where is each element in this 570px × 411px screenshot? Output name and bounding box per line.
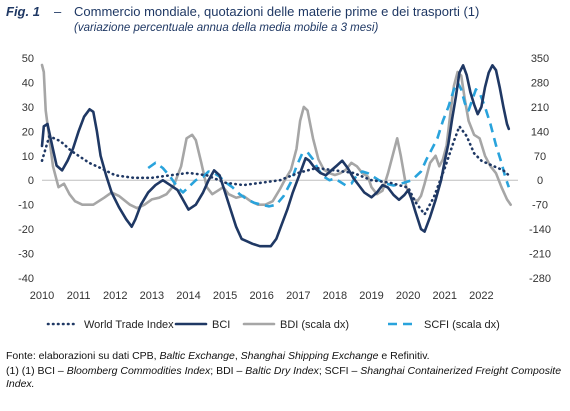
y-left-tick-label: 50: [22, 53, 34, 65]
y-right-tick-label: 140: [531, 126, 549, 138]
legend-label-scfi-scala-dx: SCFI (scala dx): [424, 319, 500, 331]
y-left-tick-label: 20: [22, 126, 34, 138]
x-tick-label: 2014: [176, 290, 200, 302]
source-prefix: Fonte: elaborazioni su dati CPB,: [6, 350, 160, 362]
x-tick-label: 2012: [103, 290, 127, 302]
y-right-tick-label: 210: [531, 102, 549, 114]
y-right-tick-label: -70: [532, 200, 548, 212]
figure-header: Fig. 1 – Commercio mondiale, quotazioni …: [6, 4, 566, 42]
source-shanghai: Shanghai Shipping Exchange: [240, 350, 379, 362]
series-line-scfi-scala-dx: [147, 81, 511, 208]
x-tick-label: 2016: [249, 290, 273, 302]
footnote: (1) (1) BCI – Bloomberg Commodities Inde…: [6, 365, 566, 391]
legend-label-world-trade-index: World Trade Index: [84, 319, 174, 331]
x-tick-label: 2015: [213, 290, 237, 302]
y-left-tick-label: 0: [28, 175, 34, 187]
footnote-mid-1: ; BDI –: [210, 365, 246, 377]
series-line-bci: [40, 64, 511, 248]
y-right-tick-label: 70: [534, 151, 546, 163]
series-line-bdi-scala-dx: [40, 63, 512, 210]
x-tick-label: 2010: [30, 290, 54, 302]
x-tick-label: 2020: [396, 290, 420, 302]
y-left-tick-label: 10: [22, 151, 34, 163]
figure-label: Fig. 1: [6, 4, 40, 19]
x-tick-label: 2021: [433, 290, 457, 302]
x-tick-label: 2011: [67, 290, 91, 302]
figure-subtitle: (variazione percentuale annua della medi…: [74, 22, 379, 34]
y-left-tick-label: 30: [22, 102, 34, 114]
x-tick-label: 2022: [469, 290, 493, 302]
source-baltic: Baltic Exchange: [159, 350, 235, 362]
y-right-tick-label: -140: [529, 224, 551, 236]
y-left-tick-label: -20: [18, 224, 34, 236]
y-left-tick-label: -30: [18, 249, 34, 261]
source-suffix: e Refinitiv.: [378, 350, 430, 362]
source-sep: ,: [234, 350, 241, 362]
x-tick-label: 2013: [140, 290, 164, 302]
series-line-world-trade-index: [40, 125, 511, 216]
footnote-bci: Bloomberg Commodities Index: [66, 365, 211, 377]
x-tick-label: 2017: [286, 290, 310, 302]
footnote-mid-2: ; SCFI –: [318, 365, 361, 377]
y-left-tick-label: -10: [18, 200, 34, 212]
footnote-bdi: Baltic Dry Index: [245, 365, 319, 377]
y-right-tick-label: -210: [529, 249, 551, 261]
x-tick-label: 2018: [323, 290, 347, 302]
legend-label-bdi-scala-dx: BDI (scala dx): [280, 319, 349, 331]
figure-title: Commercio mondiale, quotazioni delle mat…: [74, 4, 480, 19]
y-right-tick-label: 350: [531, 53, 549, 65]
y-right-tick-label: 0: [537, 175, 543, 187]
y-right-tick-label: 280: [531, 77, 549, 89]
footnote-prefix: (1) (1) BCI –: [6, 365, 67, 377]
y-left-tick-label: 40: [22, 77, 34, 89]
line-chart: 50403020100-10-20-30-40350280210140700-7…: [18, 53, 551, 331]
figure-dash: –: [54, 4, 62, 19]
footnote-scfi: Shanghai Containerized Freight Composite…: [6, 365, 562, 390]
source-note: Fonte: elaborazioni su dati CPB, Baltic …: [6, 350, 566, 363]
y-left-tick-label: -40: [18, 273, 34, 285]
y-right-tick-label: -280: [529, 273, 551, 285]
x-tick-label: 2019: [359, 290, 383, 302]
legend-label-bci: BCI: [212, 319, 230, 331]
